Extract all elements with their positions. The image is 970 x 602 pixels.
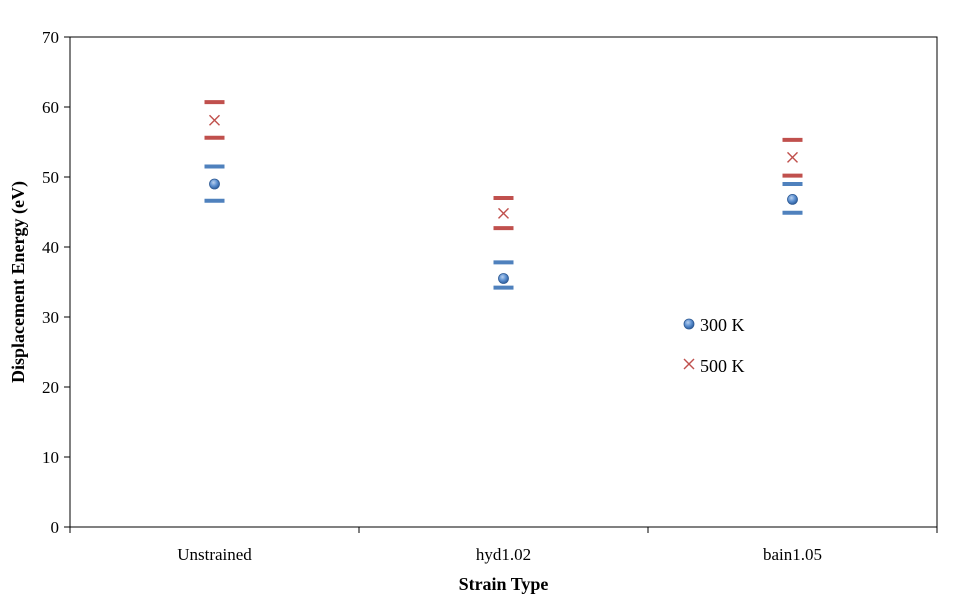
x-tick-label: hyd1.02: [476, 545, 531, 564]
y-tick-label: 10: [42, 448, 59, 467]
y-tick-label: 0: [51, 518, 60, 537]
series-2: [204, 100, 803, 231]
y-tick-label: 30: [42, 308, 59, 327]
x-tick-label: Unstrained: [177, 545, 252, 564]
data-point: [498, 273, 509, 284]
plot-border: [69, 36, 938, 528]
y-tick-label: 20: [42, 378, 59, 397]
x-axis: Unstrained hyd1.02 bain1.05: [69, 527, 938, 564]
y-tick-label: 50: [42, 168, 59, 187]
x-tick-label: bain1.05: [763, 545, 822, 564]
data-point: [209, 114, 220, 126]
legend-marker: [683, 358, 695, 370]
data-point: [209, 178, 220, 190]
legend: 300 K 500 K: [683, 315, 745, 376]
data-point: [787, 151, 798, 163]
y-axis: 0 10 20 30 40 50 60 70: [42, 28, 70, 537]
plot-area: [69, 36, 938, 528]
data-point: [787, 193, 798, 205]
legend-label: 500 K: [700, 356, 745, 376]
x-axis-title: Strain Type: [459, 574, 549, 594]
series-layer: [204, 100, 803, 290]
y-tick-label: 60: [42, 98, 59, 117]
series-1: [204, 164, 803, 290]
data-point: [498, 207, 509, 219]
y-tick-label: 70: [42, 28, 59, 47]
y-axis-title: Displacement Energy (eV): [8, 181, 29, 383]
legend-label: 300 K: [700, 315, 745, 335]
y-tick-label: 40: [42, 238, 59, 257]
legend-marker: [683, 318, 695, 330]
